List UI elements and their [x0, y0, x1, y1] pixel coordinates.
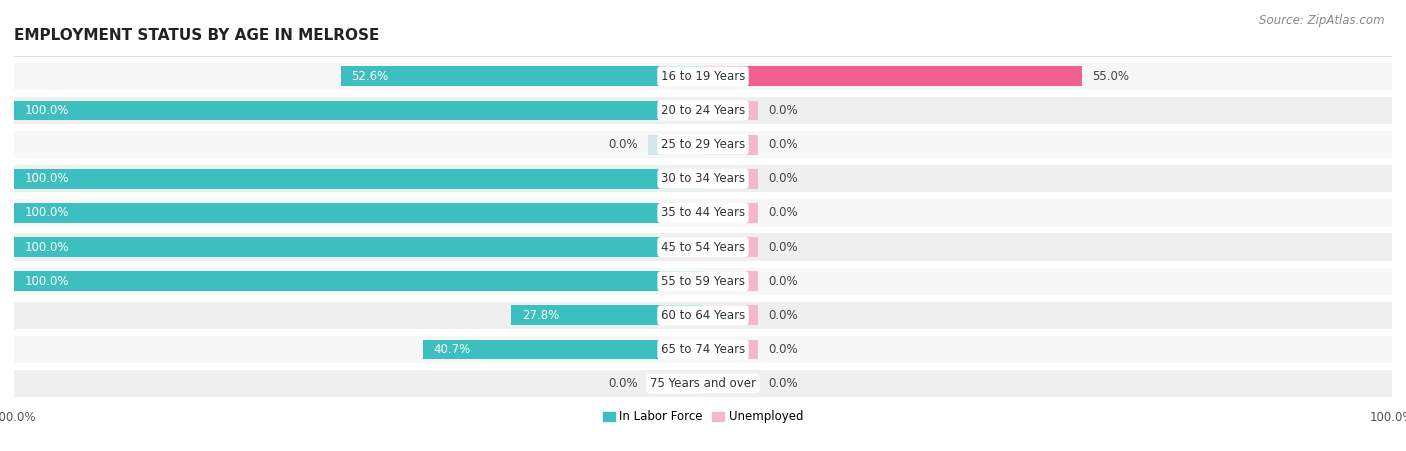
Bar [703, 135, 758, 155]
Text: 52.6%: 52.6% [352, 70, 388, 83]
Bar [512, 305, 703, 325]
Bar [14, 234, 1392, 261]
Text: 0.0%: 0.0% [769, 309, 799, 322]
Text: 55.0%: 55.0% [1092, 70, 1129, 83]
Text: 0.0%: 0.0% [769, 275, 799, 288]
Bar [14, 267, 1392, 295]
Bar [14, 199, 1392, 226]
Text: 100.0%: 100.0% [24, 207, 69, 220]
Text: 0.0%: 0.0% [769, 172, 799, 185]
Text: 75 Years and over: 75 Years and over [650, 377, 756, 390]
Text: 0.0%: 0.0% [769, 240, 799, 253]
Bar [14, 237, 703, 257]
Bar [703, 237, 758, 257]
Text: 60 to 64 Years: 60 to 64 Years [661, 309, 745, 322]
Bar [14, 336, 1392, 363]
Text: 0.0%: 0.0% [607, 377, 637, 390]
Bar [648, 135, 703, 155]
Text: 100.0%: 100.0% [24, 240, 69, 253]
Bar [14, 165, 1392, 193]
Text: EMPLOYMENT STATUS BY AGE IN MELROSE: EMPLOYMENT STATUS BY AGE IN MELROSE [14, 28, 380, 43]
Legend: In Labor Force, Unemployed: In Labor Force, Unemployed [598, 406, 808, 428]
Text: Source: ZipAtlas.com: Source: ZipAtlas.com [1260, 14, 1385, 27]
Text: 35 to 44 Years: 35 to 44 Years [661, 207, 745, 220]
Bar [14, 302, 1392, 329]
Bar [14, 131, 1392, 158]
Bar [14, 101, 703, 120]
Text: 16 to 19 Years: 16 to 19 Years [661, 70, 745, 83]
Text: 40.7%: 40.7% [433, 343, 470, 356]
Text: 0.0%: 0.0% [769, 343, 799, 356]
Bar [703, 374, 758, 394]
Text: 0.0%: 0.0% [769, 138, 799, 151]
Text: 55 to 59 Years: 55 to 59 Years [661, 275, 745, 288]
Text: 0.0%: 0.0% [607, 138, 637, 151]
Bar [14, 97, 1392, 124]
Bar [14, 63, 1392, 90]
Bar [340, 66, 703, 86]
Bar [14, 272, 703, 291]
Bar [703, 169, 758, 189]
Bar [648, 374, 703, 394]
Text: 0.0%: 0.0% [769, 104, 799, 117]
Bar [703, 101, 758, 120]
Text: 100.0%: 100.0% [24, 275, 69, 288]
Text: 100.0%: 100.0% [24, 104, 69, 117]
Text: 45 to 54 Years: 45 to 54 Years [661, 240, 745, 253]
Bar [703, 203, 758, 223]
Text: 0.0%: 0.0% [769, 207, 799, 220]
Text: 100.0%: 100.0% [24, 172, 69, 185]
Bar [703, 340, 758, 359]
Text: 65 to 74 Years: 65 to 74 Years [661, 343, 745, 356]
Bar [14, 169, 703, 189]
Text: 0.0%: 0.0% [769, 377, 799, 390]
Bar [703, 272, 758, 291]
Bar [14, 203, 703, 223]
Text: 27.8%: 27.8% [522, 309, 560, 322]
Bar [703, 66, 1083, 86]
Text: 20 to 24 Years: 20 to 24 Years [661, 104, 745, 117]
Bar [703, 305, 758, 325]
Bar [14, 370, 1392, 397]
Bar [423, 340, 703, 359]
Text: 25 to 29 Years: 25 to 29 Years [661, 138, 745, 151]
Text: 30 to 34 Years: 30 to 34 Years [661, 172, 745, 185]
